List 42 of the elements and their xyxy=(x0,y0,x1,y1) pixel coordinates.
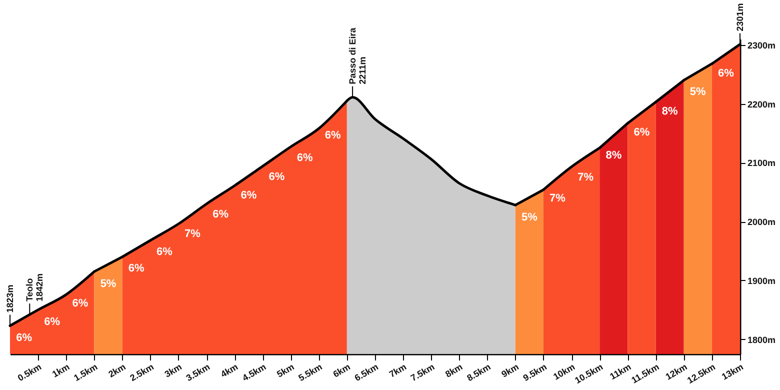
x-tick-label: 5km xyxy=(275,362,296,380)
annotation: 7% xyxy=(550,192,566,205)
annotation: 7% xyxy=(578,171,594,184)
x-tick-label: 2km xyxy=(106,362,128,380)
annotation: 5% xyxy=(521,211,538,224)
annotation: 6% xyxy=(212,208,229,220)
x-tick-label: 3km xyxy=(162,362,184,380)
annotation: 6% xyxy=(16,332,32,344)
annotation: 6% xyxy=(240,190,257,202)
annotation: 6% xyxy=(268,170,285,183)
annotation: 2301m xyxy=(735,3,745,32)
annotation: 1823m xyxy=(5,284,15,313)
annotation: 6% xyxy=(128,262,145,275)
y-tick-label: 1800m xyxy=(748,334,776,345)
x-tick-label: 8km xyxy=(444,362,464,380)
annotation: 6% xyxy=(44,316,60,328)
x-tick-label: 1km xyxy=(50,362,72,380)
annotation: Teolo 1842m xyxy=(24,274,45,302)
x-tick-label: 11km xyxy=(608,362,633,382)
y-tick-label: 2000m xyxy=(748,217,776,228)
x-tick-label: 6km xyxy=(331,362,352,380)
x-tick-label: 12km xyxy=(664,362,689,382)
annotation: Passo di Eira 2211m xyxy=(348,26,368,84)
x-tick-label: 4km xyxy=(219,362,240,380)
x-tick-label: 7km xyxy=(387,362,408,380)
y-tick-label: 2300m xyxy=(748,40,776,50)
x-tick-label: 9km xyxy=(500,362,520,380)
annotation: 6% xyxy=(72,297,88,310)
y-tick-label: 2200m xyxy=(748,99,776,110)
annotation: 5% xyxy=(100,278,116,290)
annotation: 6% xyxy=(718,68,734,80)
annotation: 6% xyxy=(634,126,650,139)
annotation: 6% xyxy=(324,130,342,142)
annotation: 6% xyxy=(296,152,313,164)
y-tick-label: 2100m xyxy=(748,158,776,168)
annotation: 8% xyxy=(662,105,678,118)
y-tick-label: 1900m xyxy=(748,276,776,286)
annotation: 7% xyxy=(184,228,201,240)
annotation: 6% xyxy=(156,246,173,258)
annotation: 5% xyxy=(690,86,706,98)
x-tick-label: 13km xyxy=(720,362,745,382)
annotation: 8% xyxy=(606,150,622,162)
